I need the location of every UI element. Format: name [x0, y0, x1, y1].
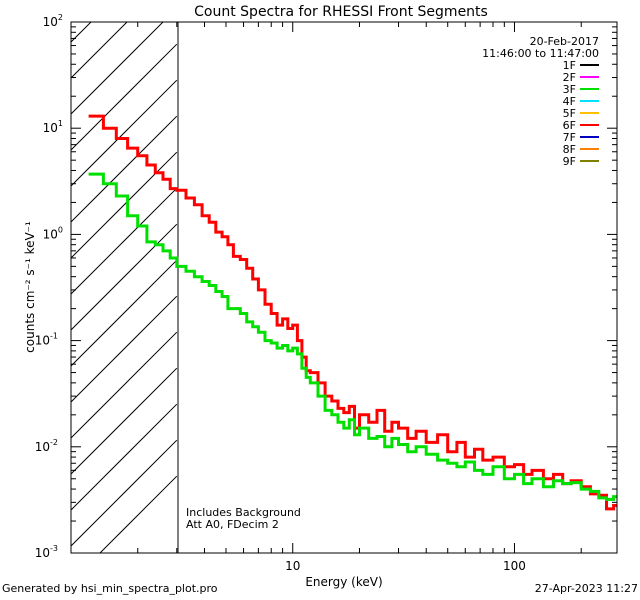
hatch-line [71, 259, 178, 367]
x-axis-label: Energy (keV) [305, 575, 382, 589]
hatch-line [71, 22, 92, 43]
y-tick-label: 100 [43, 225, 63, 241]
hatch-line [71, 115, 178, 223]
plot-frame [70, 21, 618, 554]
hatch-line [71, 295, 178, 403]
legend-label-3F: 3F [563, 83, 576, 96]
y-axis-ticks [71, 21, 617, 554]
chart-title: Count Spectra for RHESSI Front Segments [194, 4, 488, 20]
hatch-line [71, 0, 177, 6]
legend-label-5F: 5F [563, 107, 576, 120]
timestamp-text: 27-Apr-2023 11:27 [534, 582, 638, 595]
date-label: 20-Feb-2017 [530, 35, 599, 48]
hatch-line [71, 403, 178, 511]
hatch-line [71, 43, 178, 151]
y-tick-labels: 102 101 100 10-1 10-2 10-3 [35, 13, 63, 560]
y-tick-label: 101 [43, 119, 63, 135]
annotation-attenuator: Att A0, FDecim 2 [186, 518, 279, 531]
y-tick-label: 102 [43, 13, 63, 29]
y-axis-label: counts cm⁻² s⁻¹ keV⁻¹ [23, 221, 37, 353]
hatch-line [71, 223, 178, 331]
hatch-line [71, 331, 178, 439]
hatch-line [71, 367, 178, 475]
y-tick-label: 10-2 [35, 438, 58, 454]
legend-label-7F: 7F [563, 131, 576, 144]
legend-label-8F: 8F [563, 143, 576, 156]
legend-label-1F: 1F [563, 59, 576, 72]
generated-by-text: Generated by hsi_min_spectra_plot.pro [2, 582, 218, 595]
hatch-line [71, 22, 164, 115]
x-tick-label: 100 [503, 559, 526, 573]
series-6F-line [88, 114, 617, 511]
excluded-energy-region [71, 0, 178, 553]
time-range-label: 11:46:00 to 11:47:00 [482, 47, 599, 60]
hatch-line [71, 439, 178, 547]
hatch-line [71, 22, 128, 79]
hatch-line [99, 475, 178, 553]
hatch-line [71, 151, 178, 259]
x-axis-ticks [70, 22, 582, 553]
x-tick-labels: 10 100 [285, 559, 526, 573]
legend-label-2F: 2F [563, 71, 576, 84]
hatch-line [71, 79, 178, 187]
legend-label-9F: 9F [563, 155, 576, 168]
y-tick-label: 10-3 [35, 544, 58, 560]
y-tick-label: 10-1 [35, 332, 58, 348]
series-3F-line [88, 172, 617, 501]
x-tick-label: 10 [285, 559, 300, 573]
legend-label-4F: 4F [563, 95, 576, 108]
annotation-background: Includes Background [186, 506, 301, 519]
hatch-line [71, 187, 178, 295]
series-group [88, 114, 617, 511]
legend-label-6F: 6F [563, 119, 576, 132]
